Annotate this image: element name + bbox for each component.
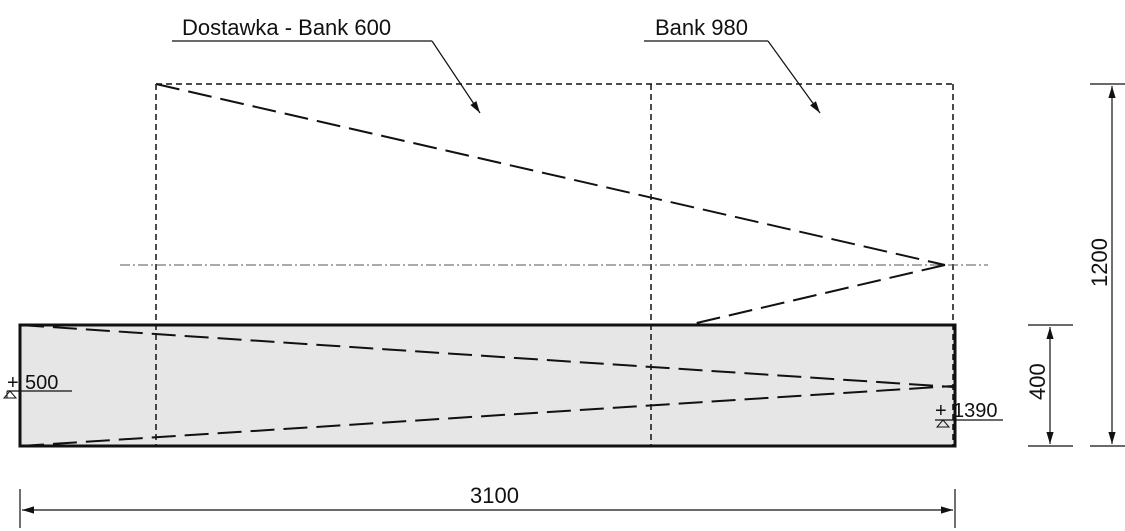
- dimension-width: [19, 489, 956, 528]
- level-left-value: 500: [25, 372, 58, 394]
- label-dostawka-text: Dostawka - Bank 600: [182, 15, 391, 40]
- label-bank: Bank 980: [644, 15, 821, 114]
- level-marker-right: + 1390: [935, 400, 1003, 428]
- level-left-sign: +: [7, 372, 19, 394]
- level-marker-left: + 500: [2, 372, 72, 399]
- lower-block: [18, 323, 957, 448]
- dimension-height-total-label: 1200: [1087, 238, 1112, 287]
- level-right-sign: +: [935, 400, 947, 422]
- label-dostawka: Dostawka - Bank 600: [172, 15, 481, 114]
- dimension-width-label: 3100: [470, 483, 519, 508]
- dimension-height-lower-label: 400: [1025, 363, 1050, 400]
- slope-lines: [19, 83, 954, 447]
- dimension-height-total: [1090, 83, 1125, 447]
- label-bank-text: Bank 980: [655, 15, 748, 40]
- dimension-height-lower: [1028, 324, 1073, 447]
- level-right-value: 1390: [953, 400, 998, 422]
